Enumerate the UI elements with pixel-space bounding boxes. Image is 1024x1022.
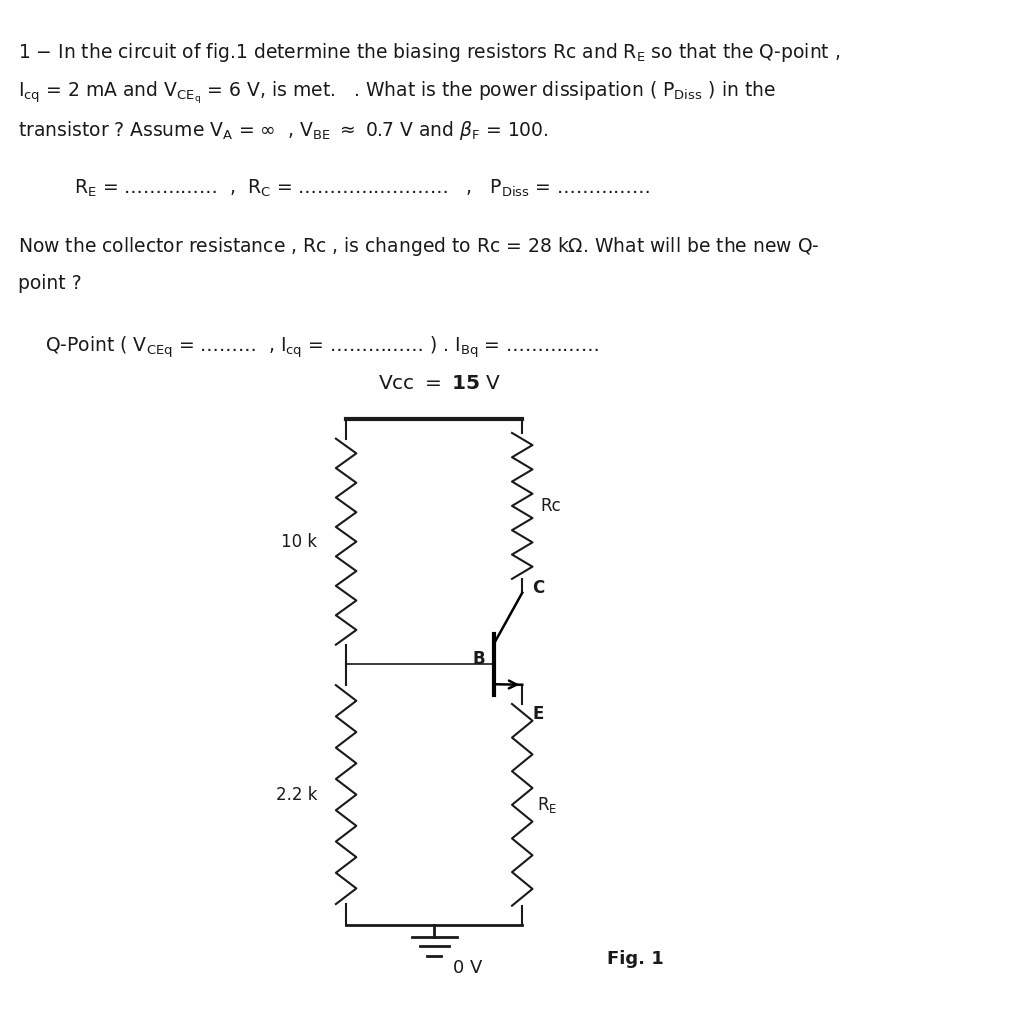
Text: point ?: point ? (18, 274, 82, 293)
Text: C: C (532, 578, 545, 597)
Text: R$_\mathrm{E}$ = $\ldots\ldots\ldots\ldots\ldots$  ,  R$_\mathrm{C}$ = $\ldots\l: R$_\mathrm{E}$ = $\ldots\ldots\ldots\ldo… (74, 178, 650, 199)
Text: Rc: Rc (541, 497, 561, 515)
Text: I$_\mathrm{cq}$ = 2 mA and V$_\mathrm{CE_q}$ = 6 V, is met.   . What is the powe: I$_\mathrm{cq}$ = 2 mA and V$_\mathrm{CE… (18, 80, 776, 106)
Text: Now the collector resistance , Rc , is changed to Rc = 28 k$\Omega$. What will b: Now the collector resistance , Rc , is c… (18, 235, 820, 259)
Text: Vcc $=$ $\bf{15}$ V: Vcc $=$ $\bf{15}$ V (378, 374, 501, 393)
Text: 2.2 k: 2.2 k (275, 786, 317, 803)
Text: transistor ? Assume V$_\mathrm{A}$ = $\infty$  , V$_\mathrm{BE}$ $\approx$ 0.7 V: transistor ? Assume V$_\mathrm{A}$ = $\i… (18, 119, 549, 142)
Text: R$_\mathrm{E}$: R$_\mathrm{E}$ (537, 795, 557, 815)
Text: 10 k: 10 k (282, 532, 317, 551)
Text: 1 $-$ In the circuit of fig.1 determine the biasing resistors Rc and R$_\mathrm{: 1 $-$ In the circuit of fig.1 determine … (18, 41, 841, 64)
Text: Q-Point ( V$_\mathrm{CEq}$ = $\ldots\ldots\ldots$  , I$_\mathrm{cq}$ = $\ldots\l: Q-Point ( V$_\mathrm{CEq}$ = $\ldots\ldo… (45, 334, 599, 360)
Text: 0 V: 0 V (453, 959, 482, 977)
Text: B: B (473, 650, 485, 668)
Text: E: E (532, 705, 544, 724)
Text: Fig. 1: Fig. 1 (606, 950, 664, 969)
